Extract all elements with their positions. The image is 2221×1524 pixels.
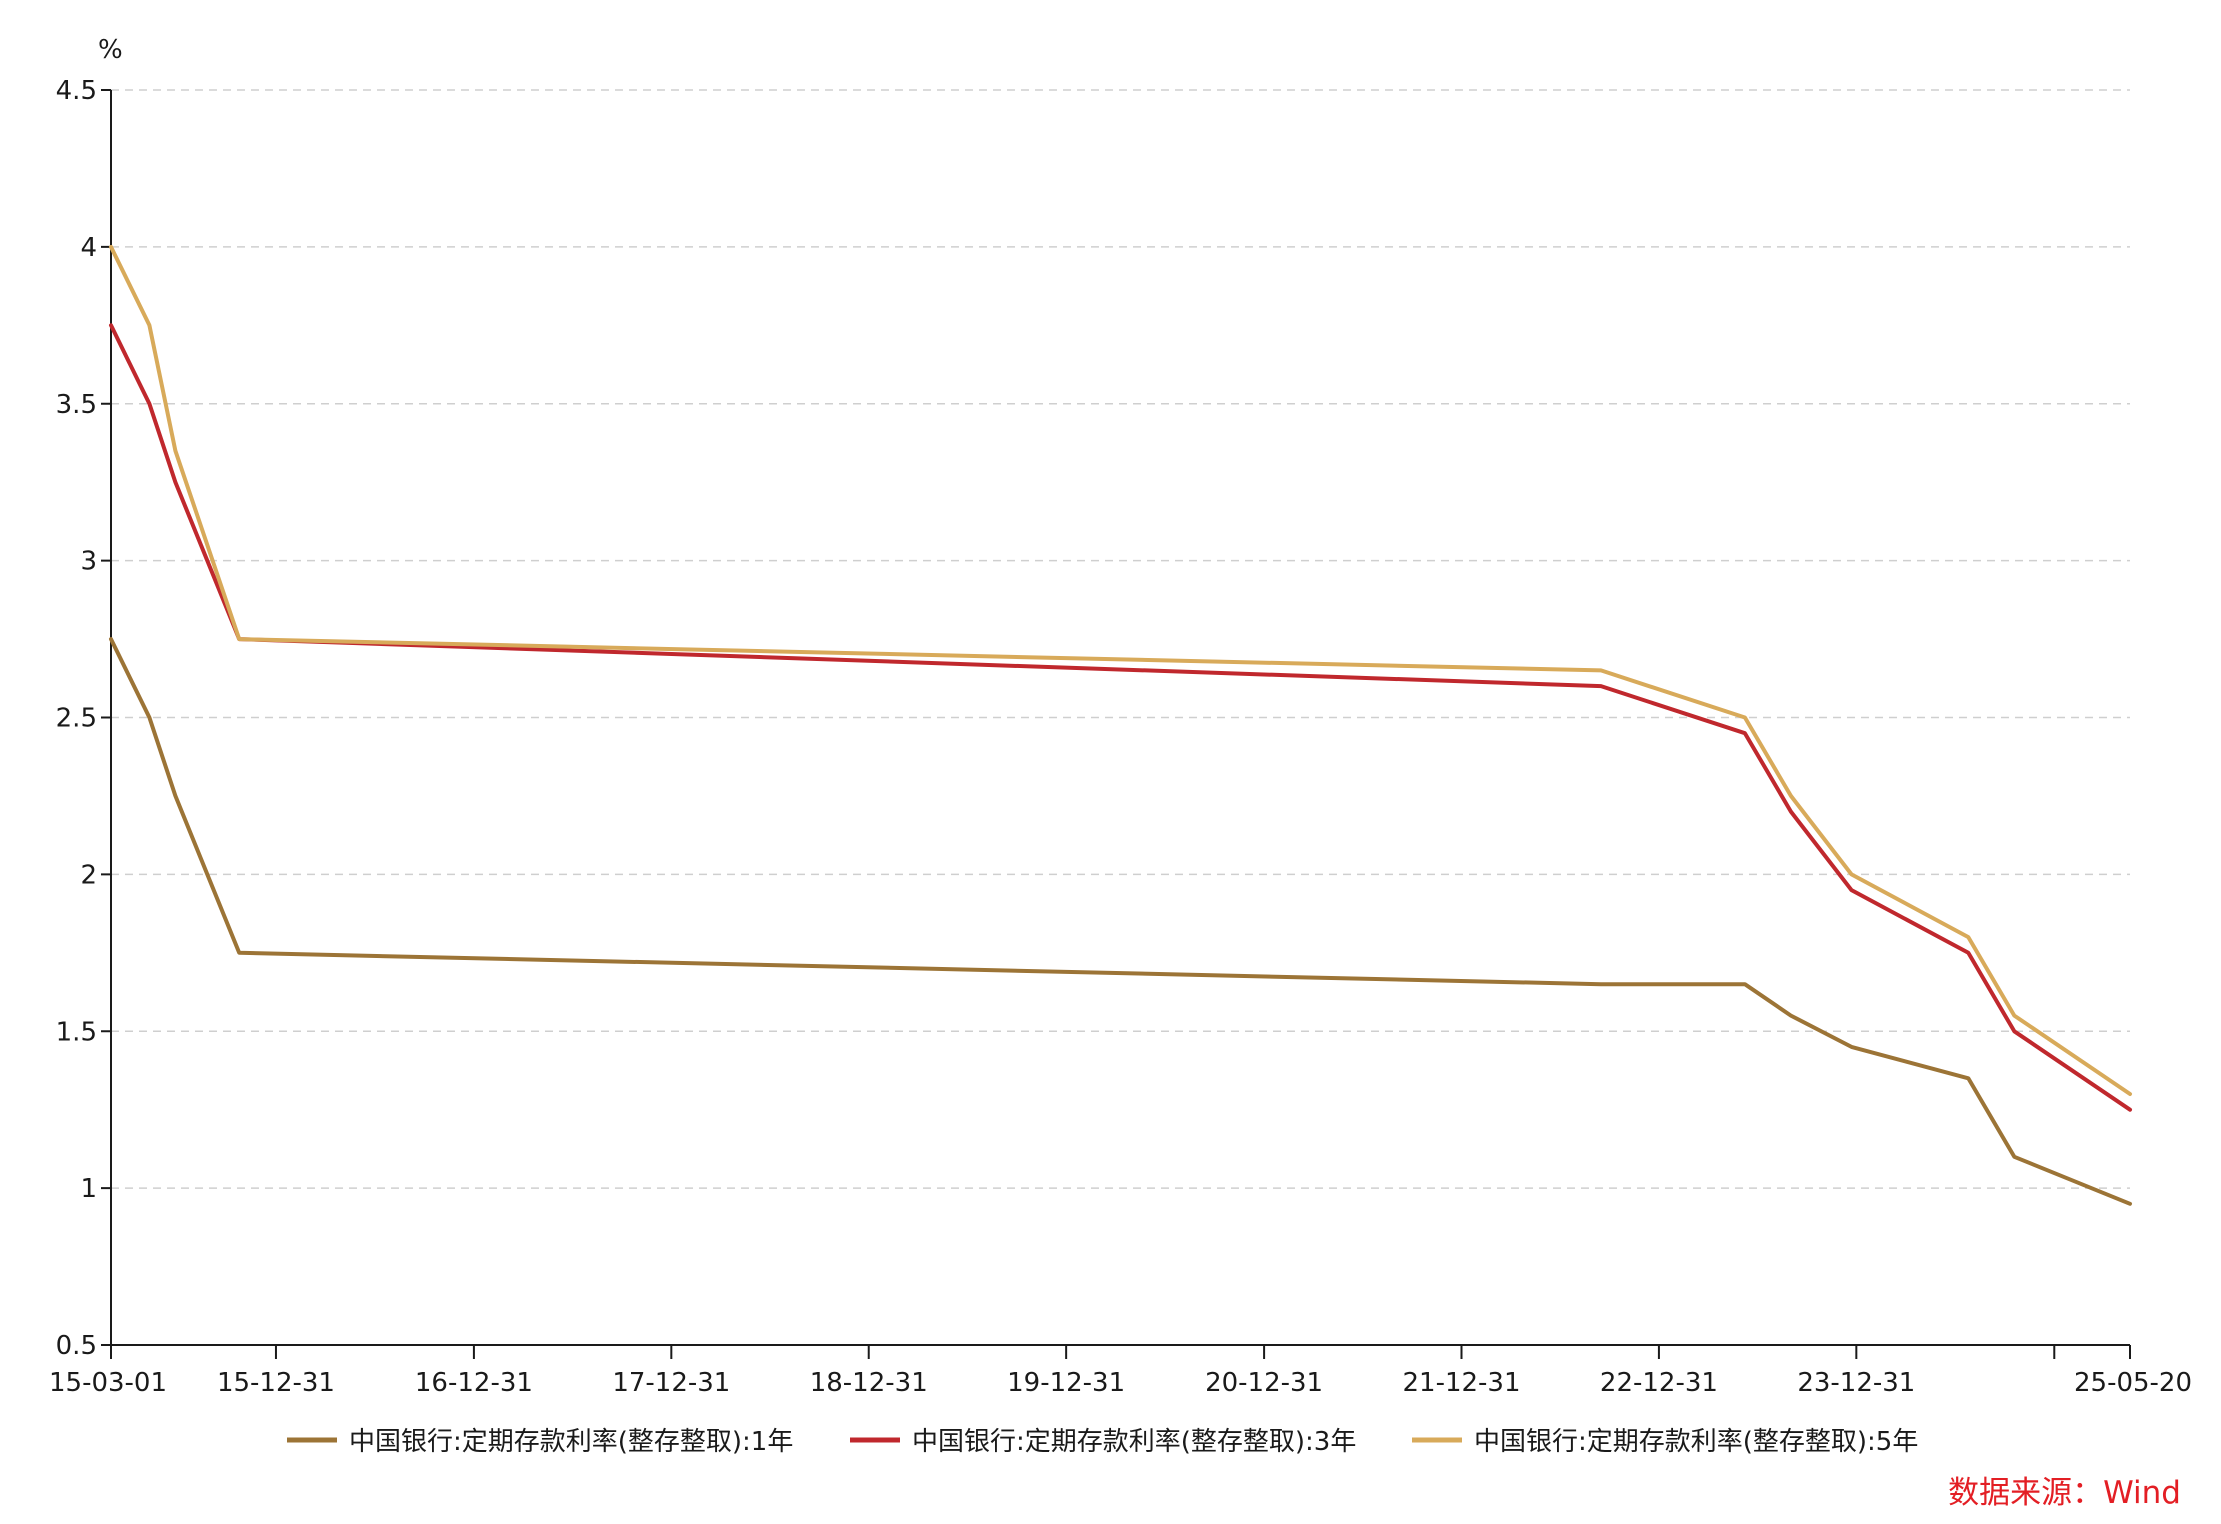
x-tick-label: 19-12-31 xyxy=(1007,1368,1125,1398)
y-tick-label: 1.5 xyxy=(56,1017,97,1047)
series-lines xyxy=(109,244,2132,1206)
y-tick-label: 0.5 xyxy=(56,1331,97,1361)
y-tick-label: 1 xyxy=(80,1174,97,1204)
series-line-3 xyxy=(109,244,2132,1096)
x-tick-label: 18-12-31 xyxy=(810,1368,928,1398)
x-tick-label: 17-12-31 xyxy=(612,1368,730,1398)
legend-label-3: 中国银行:定期存款利率(整存整取):5年 xyxy=(1474,1427,1918,1457)
legend-label-2: 中国银行:定期存款利率(整存整取):3年 xyxy=(912,1427,1356,1457)
x-tick-label: 25-05-20 xyxy=(2074,1368,2192,1398)
y-tick-label: 2 xyxy=(80,860,97,890)
x-tick-label: 23-12-31 xyxy=(1797,1368,1915,1398)
y-axis-unit: % xyxy=(98,35,123,65)
y-tick-label: 3 xyxy=(80,547,97,577)
data-source-label: 数据来源：Wind xyxy=(1948,1475,2181,1511)
x-tick-label: 15-03-01 xyxy=(49,1368,167,1398)
y-axis-ticks: 4.5 4 3.5 3 2.5 2 1.5 1 0.5 xyxy=(56,76,111,1361)
x-tick-label: 20-12-31 xyxy=(1205,1368,1323,1398)
legend-label-1: 中国银行:定期存款利率(整存整取):1年 xyxy=(349,1427,793,1457)
x-tick-label: 15-12-31 xyxy=(217,1368,335,1398)
x-tick-label: 22-12-31 xyxy=(1600,1368,1718,1398)
series-line-2 xyxy=(109,323,2132,1112)
y-tick-label: 4 xyxy=(80,233,97,263)
grid-lines xyxy=(111,89,2130,1189)
x-tick-label: 16-12-31 xyxy=(415,1368,533,1398)
x-tick-label: 21-12-31 xyxy=(1402,1368,1520,1398)
axes: % xyxy=(98,35,2130,1346)
y-tick-label: 4.5 xyxy=(56,76,97,106)
y-tick-label: 3.5 xyxy=(56,390,97,420)
series-line-1 xyxy=(109,637,2132,1206)
legend: 中国银行:定期存款利率(整存整取):1年 中国银行:定期存款利率(整存整取):3年… xyxy=(287,1427,1918,1457)
y-tick-label: 2.5 xyxy=(56,704,97,734)
x-axis-ticks: 15-03-01 15-12-31 16-12-31 17-12-31 18-12-31… xyxy=(49,1345,2192,1398)
